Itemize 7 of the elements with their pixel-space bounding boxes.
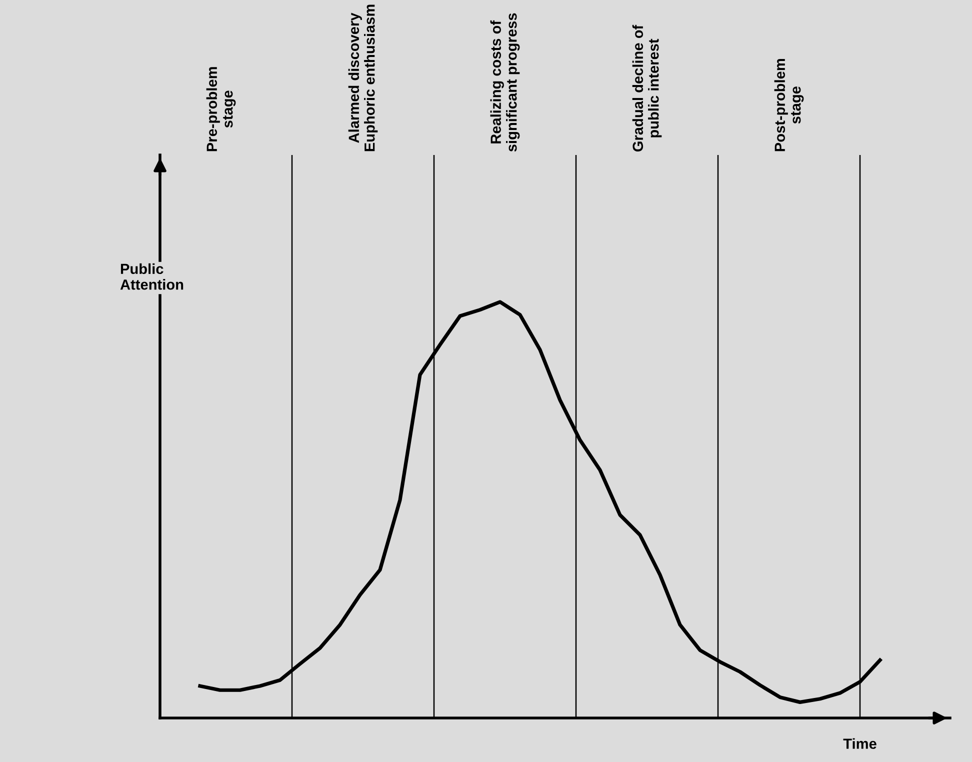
x-axis-title: Time [843, 738, 876, 749]
text: Realizing costs of significant progress [490, 13, 520, 152]
text: Gradual decline of public interest [632, 24, 662, 152]
y-axis-title: Public Attention [120, 263, 184, 290]
text: Pre-problem stage [206, 67, 236, 152]
text: Alarmed discovery Euphoric enthusiasm [348, 4, 378, 152]
text: Post-problem stage [774, 59, 804, 152]
